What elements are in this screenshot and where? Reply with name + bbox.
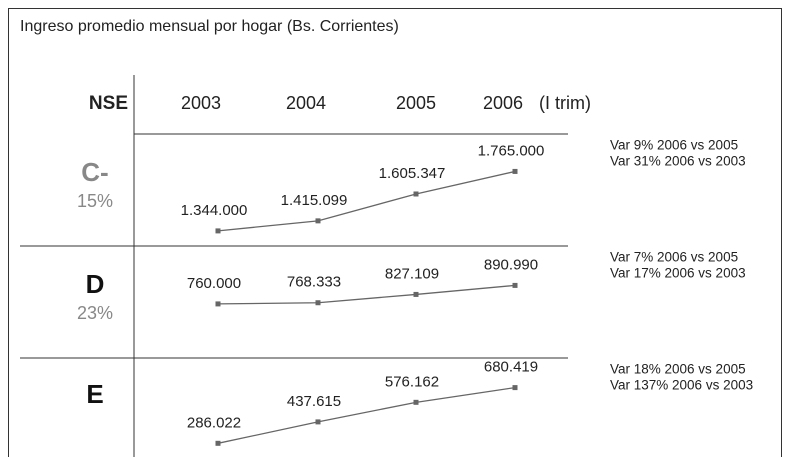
panel-name: E: [86, 379, 103, 409]
chart-title: Ingreso promedio mensual por hogar (Bs. …: [20, 18, 399, 35]
panel-name: D: [86, 269, 105, 299]
value-label: 760.000: [187, 275, 241, 292]
value-label: 1.415.099: [281, 192, 348, 209]
value-label: 286.022: [187, 414, 241, 431]
point: [315, 300, 321, 306]
point: [215, 301, 221, 307]
series-line: [217, 170, 516, 232]
point: [215, 440, 221, 446]
point: [215, 228, 221, 234]
point: [413, 191, 419, 197]
value-label: 1.344.000: [181, 202, 248, 219]
note: Var 18% 2006 vs 2005: [610, 362, 746, 377]
panel-share: 23%: [77, 303, 113, 323]
point: [315, 218, 321, 224]
column-header: 2003: [181, 93, 221, 113]
column-header: 2004: [286, 93, 326, 113]
frame: [8, 8, 782, 457]
value-label: 437.615: [287, 393, 341, 410]
note: Var 31% 2006 vs 2003: [610, 154, 746, 169]
series-line: [217, 386, 516, 444]
point: [315, 419, 321, 425]
note: Var 137% 2006 vs 2003: [610, 378, 753, 393]
note: Var 17% 2006 vs 2003: [610, 266, 746, 281]
point: [512, 282, 518, 288]
point: [413, 399, 419, 405]
point: [512, 168, 518, 174]
point: [512, 385, 518, 391]
value-label: 680.419: [484, 359, 538, 376]
series-line: [217, 284, 516, 305]
note: Var 7% 2006 vs 2005: [610, 250, 738, 265]
row-header: NSE: [89, 93, 128, 114]
value-label: 1.605.347: [379, 165, 446, 182]
value-label: 1.765.000: [478, 142, 545, 159]
point: [413, 291, 419, 297]
value-label: 576.162: [385, 373, 439, 390]
value-label: 768.333: [287, 274, 341, 291]
panel-share: 15%: [77, 191, 113, 211]
column-header: 2006: [483, 93, 523, 113]
column-note: (I trim): [539, 93, 591, 113]
note: Var 9% 2006 vs 2005: [610, 138, 738, 153]
value-label: 890.990: [484, 256, 538, 273]
column-header: 2005: [396, 93, 436, 113]
panel-name: C-: [81, 157, 108, 187]
value-label: 827.109: [385, 265, 439, 282]
